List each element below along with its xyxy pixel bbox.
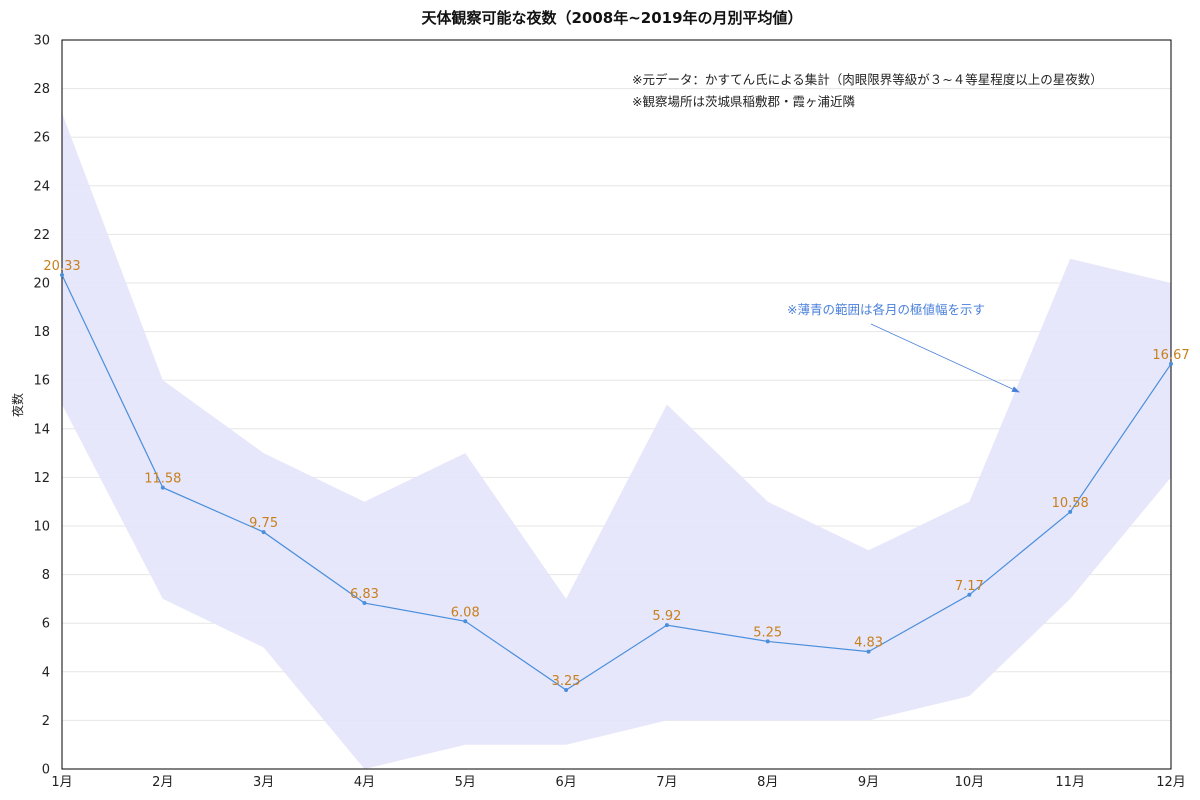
- y-tick-label: 2: [42, 714, 50, 729]
- source-note: ※元データ：かすてん氏による集計（肉眼限界等級が３~４等星程度以上の星夜数）: [632, 72, 1103, 87]
- data-point: [967, 592, 972, 597]
- chart-title: 天体観察可能な夜数（2008年~2019年の月別平均値）: [421, 9, 802, 27]
- data-label: 5.25: [753, 625, 782, 640]
- y-tick-label: 4: [42, 665, 50, 680]
- x-tick-label: 12月: [1156, 775, 1186, 790]
- data-label: 5.92: [652, 609, 681, 624]
- range-note-arrow: [870, 323, 1020, 393]
- series-line: [61, 274, 1172, 691]
- data-label: 16.67: [1152, 348, 1189, 363]
- x-tick-label: 10月: [955, 775, 985, 790]
- y-tick-label: 28: [33, 82, 50, 97]
- data-point: [765, 639, 770, 644]
- data-point: [160, 485, 165, 490]
- plot-frame: [61, 39, 1172, 770]
- range-note: ※薄青の範囲は各月の極値幅を示す: [787, 302, 985, 317]
- data-point: [664, 623, 669, 628]
- data-point: [463, 619, 468, 624]
- data-label: 6.08: [451, 605, 480, 620]
- data-point: [564, 688, 569, 693]
- data-label: 4.83: [854, 636, 883, 651]
- range-band: [62, 112, 1171, 769]
- data-label: 11.58: [144, 472, 181, 487]
- y-tick-label: 16: [33, 374, 50, 389]
- data-label: 6.83: [350, 587, 379, 602]
- y-tick-label: 12: [33, 471, 50, 486]
- y-tick-label: 24: [33, 179, 50, 194]
- y-tick-label: 6: [42, 617, 50, 632]
- x-tick-label: 11月: [1055, 775, 1085, 790]
- data-label: 20.33: [43, 259, 80, 274]
- data-label: 10.58: [1052, 496, 1089, 511]
- data-labels: 20.33 11.58 9.75 6.83 6.08 3.25 5.92 5.25 4.83 7.…: [43, 259, 1189, 689]
- data-markers: [60, 272, 1173, 693]
- y-tick-label: 26: [33, 131, 50, 146]
- data-point: [60, 272, 64, 277]
- data-label: 3.25: [552, 674, 581, 689]
- data-label: 9.75: [249, 516, 278, 531]
- data-point: [362, 601, 367, 606]
- x-tick-label: 3月: [253, 775, 274, 790]
- y-axis-label: 夜数: [10, 393, 25, 417]
- location-note: ※観察場所は茨城県稲敷郡・霞ヶ浦近隣: [632, 94, 855, 109]
- y-tick-label: 20: [33, 277, 50, 292]
- data-label: 7.17: [955, 579, 984, 594]
- x-tick-label: 9月: [858, 775, 879, 790]
- x-tick-label: 8月: [757, 775, 778, 790]
- data-point: [261, 530, 266, 535]
- x-tick-label: 1月: [51, 775, 72, 790]
- x-axis-tick-labels: 1月 2月 3月 4月 5月 6月 7月 8月 9月 10月 11月 12月: [51, 775, 1185, 790]
- y-tick-label: 18: [33, 325, 50, 340]
- y-tick-label: 22: [33, 228, 50, 243]
- x-tick-label: 2月: [152, 775, 173, 790]
- x-tick-label: 7月: [656, 775, 677, 790]
- y-tick-label: 0: [42, 763, 50, 778]
- x-tick-label: 4月: [354, 775, 375, 790]
- y-tick-label: 8: [42, 568, 50, 583]
- data-point: [1169, 361, 1173, 366]
- x-tick-label: 6月: [555, 775, 576, 790]
- y-tick-label: 10: [33, 520, 50, 535]
- y-tick-label: 30: [33, 34, 50, 49]
- x-tick-label: 5月: [455, 775, 476, 790]
- data-point: [1068, 509, 1073, 514]
- data-point: [866, 649, 871, 654]
- y-tick-label: 14: [33, 422, 50, 437]
